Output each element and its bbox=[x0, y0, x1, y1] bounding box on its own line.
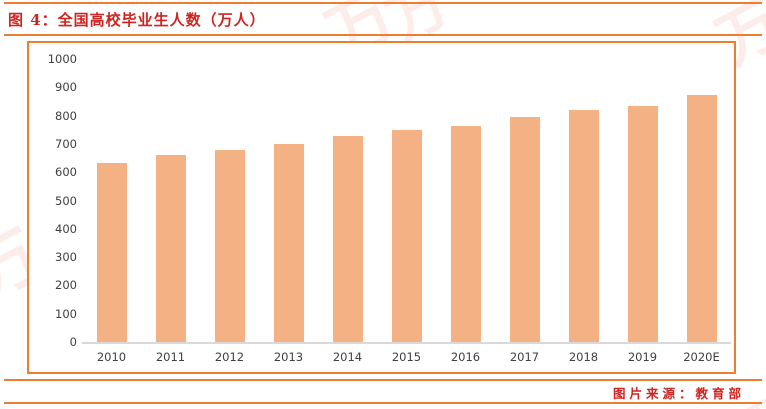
x-tick-label: 2015 bbox=[391, 350, 422, 364]
y-tick-label: 800 bbox=[55, 108, 77, 123]
bar-2020E bbox=[686, 94, 717, 342]
bar-slot bbox=[141, 59, 200, 342]
y-tick-label: 400 bbox=[55, 221, 77, 236]
x-tick-label: 2011 bbox=[155, 350, 186, 364]
plot-area bbox=[82, 59, 731, 342]
bar-2018 bbox=[568, 109, 599, 342]
x-axis-line bbox=[82, 342, 731, 344]
bar-slot bbox=[377, 59, 436, 342]
bar-slot bbox=[259, 59, 318, 342]
bar-2015 bbox=[391, 130, 422, 342]
bar-2010 bbox=[96, 163, 127, 342]
bar-2013 bbox=[273, 144, 304, 342]
x-axis-labels: 2010 2011 2012 2013 2014 2015 2016 2017 2018 2019… bbox=[82, 349, 731, 365]
bar-slot bbox=[613, 59, 672, 342]
bar-slot bbox=[200, 59, 259, 342]
source-caption: 图片来源：教育部 bbox=[612, 386, 745, 401]
y-tick-label: 100 bbox=[55, 306, 77, 321]
bar-2011 bbox=[155, 155, 186, 342]
bar-2019 bbox=[627, 106, 658, 342]
y-tick-label: 0 bbox=[69, 335, 77, 349]
title-divider bbox=[4, 34, 762, 36]
bar-2012 bbox=[214, 149, 245, 342]
y-tick-label: 600 bbox=[55, 165, 77, 180]
top-divider bbox=[4, 2, 762, 4]
y-axis: 0 100 200 300 400 500 600 700 800 900 1000 bbox=[29, 43, 77, 372]
y-tick-label: 300 bbox=[55, 250, 77, 265]
x-tick-label: 2014 bbox=[332, 350, 363, 364]
x-tick-label: 2012 bbox=[214, 350, 245, 364]
y-tick-label: 900 bbox=[55, 80, 77, 95]
bar-2014 bbox=[332, 136, 363, 342]
bar-slot bbox=[554, 59, 613, 342]
y-tick-label: 500 bbox=[55, 193, 77, 208]
bottom-divider bbox=[4, 402, 762, 404]
y-tick-label: 200 bbox=[55, 278, 77, 293]
x-tick-label: 2010 bbox=[96, 350, 127, 364]
y-tick-label: 1000 bbox=[47, 52, 77, 66]
chart-plot-box: 0 100 200 300 400 500 600 700 800 900 1000 2010 201… bbox=[27, 41, 736, 374]
x-tick-label: 2019 bbox=[627, 350, 658, 364]
bar-slot bbox=[672, 59, 731, 342]
figure-title: 图 4：全国高校毕业生人数（万人） bbox=[8, 11, 266, 29]
bar-2017 bbox=[509, 117, 540, 342]
x-tick-label: 2017 bbox=[509, 350, 540, 364]
x-tick-label: 2020E bbox=[683, 350, 720, 364]
x-tick-label: 2013 bbox=[273, 350, 304, 364]
x-tick-label: 2018 bbox=[568, 350, 599, 364]
bar-slot bbox=[495, 59, 554, 342]
bar-slot bbox=[436, 59, 495, 342]
bar-slot bbox=[82, 59, 141, 342]
bar-2016 bbox=[450, 125, 481, 342]
bar-slot bbox=[318, 59, 377, 342]
y-tick-label: 700 bbox=[55, 136, 77, 151]
source-divider bbox=[4, 379, 762, 381]
x-tick-label: 2016 bbox=[450, 350, 481, 364]
